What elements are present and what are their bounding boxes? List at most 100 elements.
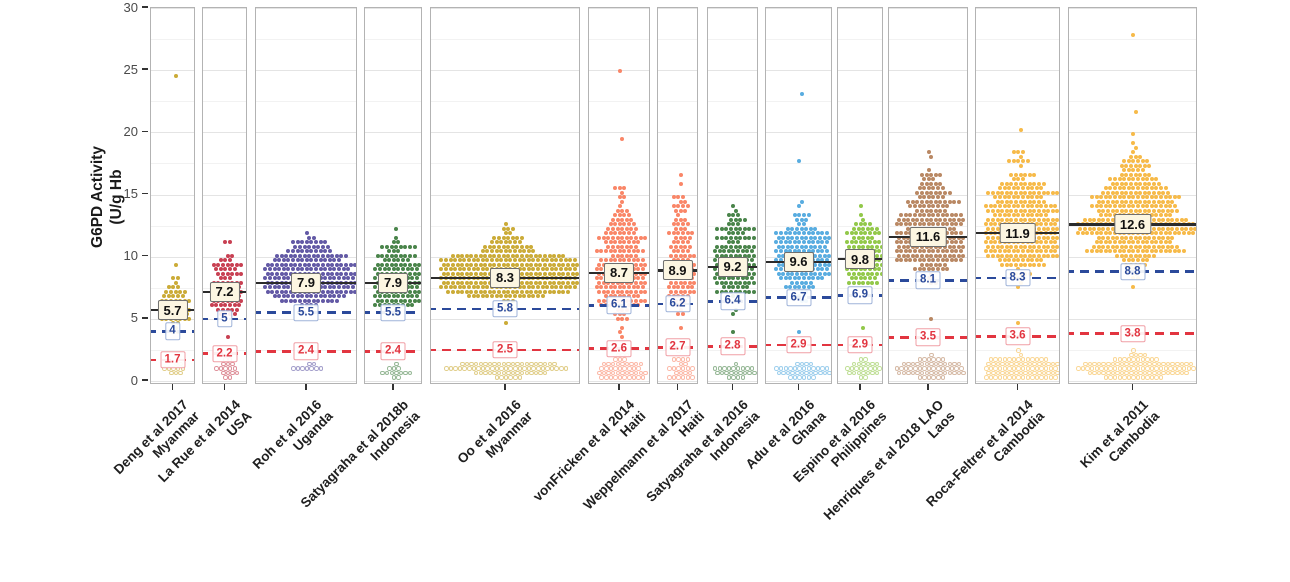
swarm-dot [494, 375, 500, 380]
swarm-dot [1030, 204, 1035, 208]
swarm-dot [615, 244, 620, 249]
swarm-dot [627, 222, 631, 226]
swarm-dot [279, 298, 284, 303]
swarm-dot [1152, 208, 1156, 213]
median-value-label: 5.7 [157, 300, 188, 321]
swarm-dot [954, 222, 959, 226]
swarm-dot [1037, 370, 1042, 376]
swarm-dot [1039, 213, 1044, 217]
swarm-dot [1131, 132, 1136, 136]
blue-value-label: 8.8 [1120, 262, 1145, 281]
swarm-dot [1094, 231, 1099, 235]
swarm-dot [1140, 249, 1145, 253]
swarm-dot [624, 361, 630, 367]
swarm-dot [729, 280, 733, 285]
swarm-dot [1170, 199, 1175, 204]
swarm-dot [173, 73, 178, 78]
swarm-dot [638, 361, 644, 367]
swarm-dot [524, 370, 530, 376]
swarm-dot [1133, 361, 1139, 367]
swarm-dot [394, 370, 399, 376]
swarm-dot [1023, 244, 1028, 249]
swarm-dot [221, 370, 226, 376]
gridline-major [431, 70, 579, 72]
swarm-dot [501, 262, 506, 267]
swarm-dot [747, 235, 752, 240]
swarm-dot [526, 267, 531, 271]
swarm-dot [1096, 235, 1101, 240]
study-panel-5: 8.3 5.8 2.5 [430, 7, 580, 384]
swarm-dot [683, 226, 688, 231]
gridline-major [151, 8, 194, 10]
swarm-dot [797, 375, 802, 380]
swarm-dot [1168, 195, 1173, 199]
swarm-dot [903, 258, 908, 262]
swarm-dot [1115, 190, 1120, 195]
swarm-dot [1050, 361, 1056, 367]
swarm-dot [1014, 181, 1018, 186]
swarm-dot [279, 253, 284, 258]
swarm-dot [304, 240, 309, 244]
swarm-dot [683, 289, 688, 294]
x-tick-mark [305, 384, 307, 390]
swarm-dot [554, 366, 559, 371]
swarm-dot [487, 370, 493, 376]
swarm-dot [594, 267, 599, 271]
swarm-dot [680, 222, 685, 226]
gridline-minor [766, 225, 831, 227]
swarm-dot [685, 222, 690, 226]
swarm-dot [1094, 366, 1100, 371]
swarm-dot [542, 280, 547, 285]
swarm-dot [995, 226, 1000, 231]
swarm-dot [173, 370, 179, 376]
swarm-dot [924, 217, 929, 222]
swarm-dot [1129, 208, 1133, 213]
gridline-major [256, 381, 356, 382]
swarm-dot [1087, 226, 1092, 231]
swarm-dot [988, 222, 993, 226]
swarm-dot [1023, 199, 1028, 204]
swarm-dot [1080, 231, 1085, 235]
swarm-dot [1027, 181, 1032, 186]
swarm-dot [815, 249, 820, 253]
swarm-dot [903, 213, 908, 217]
swarm-dot [1145, 204, 1150, 208]
swarm-dot [622, 186, 627, 190]
swarm-dot [1016, 177, 1021, 181]
swarm-dot [277, 294, 282, 298]
swarm-dot [441, 262, 446, 267]
swarm-dot [234, 307, 239, 312]
swarm-dot [405, 258, 410, 262]
swarm-dot [671, 204, 676, 208]
swarm-dot [606, 226, 611, 231]
swarm-dot [1175, 208, 1179, 213]
swarm-dot [680, 312, 685, 316]
swarm-dot [1124, 208, 1129, 213]
swarm-dot [272, 276, 277, 280]
blue-value-label: 6.4 [720, 292, 745, 311]
swarm-dot [824, 249, 829, 253]
swarm-dot [808, 370, 814, 376]
swarm-dot [1131, 249, 1136, 253]
swarm-dot [613, 366, 618, 371]
swarm-dot [270, 289, 275, 294]
swarm-dot [604, 375, 609, 380]
swarm-dot [403, 370, 408, 376]
swarm-dot [490, 258, 494, 262]
swarm-dot [405, 294, 410, 298]
swarm-dot [401, 267, 405, 271]
swarm-dot [314, 258, 318, 262]
swarm-dot [922, 357, 927, 362]
swarm-dot [608, 285, 613, 289]
swarm-dot [1138, 352, 1143, 358]
swarm-dot [1138, 172, 1143, 177]
swarm-dot [1106, 217, 1110, 222]
swarm-dot [1170, 361, 1175, 367]
swarm-dot [680, 357, 686, 362]
swarm-dot [281, 276, 286, 280]
swarm-dot [1016, 204, 1021, 208]
swarm-dot [903, 231, 908, 235]
swarm-dot [1000, 253, 1005, 258]
swarm-dot [949, 231, 954, 235]
blue-value-label: 4 [164, 322, 181, 341]
